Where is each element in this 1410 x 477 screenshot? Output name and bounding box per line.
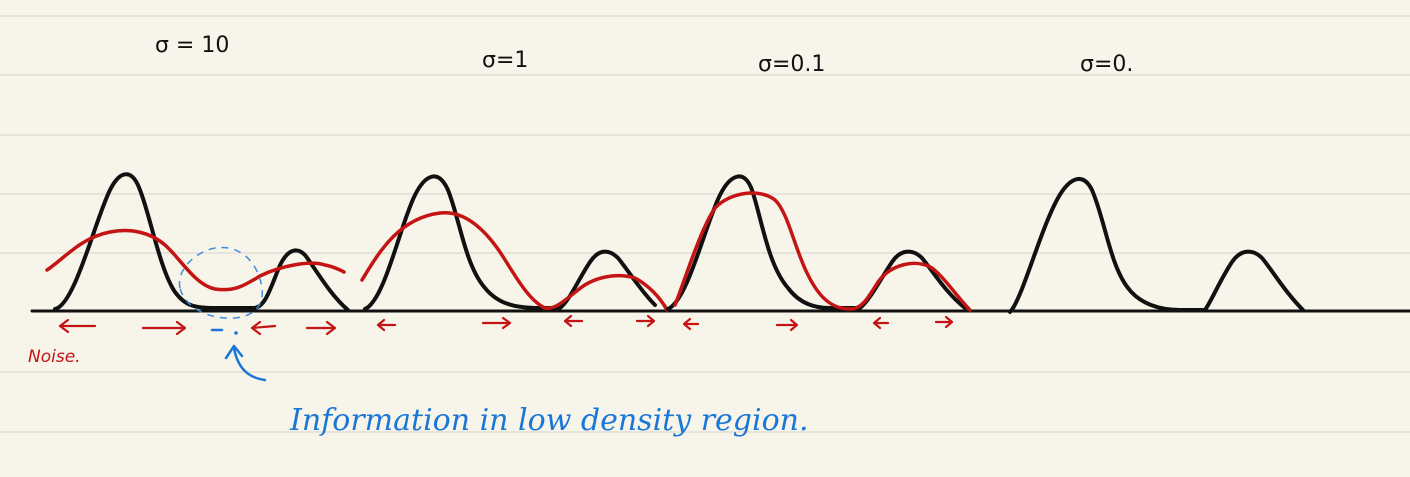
true-density-curve	[363, 174, 657, 311]
noise-arrow-right	[481, 316, 512, 330]
noise-arrow-left	[682, 317, 700, 331]
noise-arrow-right	[775, 318, 799, 332]
annotation-arrow	[224, 344, 267, 382]
sigma-label-0: σ=0.	[1080, 52, 1133, 77]
noise-arrow-right	[305, 320, 337, 336]
panel-sigma-0	[1008, 177, 1305, 314]
info-annotation: Information in low density region.	[289, 403, 809, 438]
low-density-highlight	[178, 246, 263, 319]
notebook-rules	[0, 15, 1410, 433]
noise-arrow-left	[872, 316, 890, 330]
noise-arrow-left	[563, 314, 584, 328]
noisy-density-curve	[45, 228, 346, 292]
dot-mark	[234, 331, 238, 335]
noise-arrow-left	[58, 318, 97, 334]
sigma-label-0-1: σ=0.1	[758, 52, 825, 77]
sigma-label-1: σ=1	[482, 48, 528, 73]
noise-arrow-right	[141, 320, 187, 336]
true-density-curve	[1008, 177, 1305, 314]
noise-arrow-right	[635, 314, 656, 328]
noise-label: Noise.	[28, 347, 81, 367]
noisy-density-curve	[673, 191, 972, 312]
true-density-curve	[53, 172, 350, 312]
noise-arrow-right	[934, 315, 954, 329]
panel-sigma-10	[45, 172, 350, 336]
panel-sigma-0-1	[666, 174, 972, 332]
panel-sigma-1	[360, 174, 669, 332]
noise-arrow-left	[250, 320, 277, 336]
noisy-density-curve	[360, 211, 669, 312]
sigma-label-10: σ = 10	[155, 33, 229, 58]
noise-arrow-left	[376, 318, 397, 332]
true-density-curve	[666, 174, 967, 311]
